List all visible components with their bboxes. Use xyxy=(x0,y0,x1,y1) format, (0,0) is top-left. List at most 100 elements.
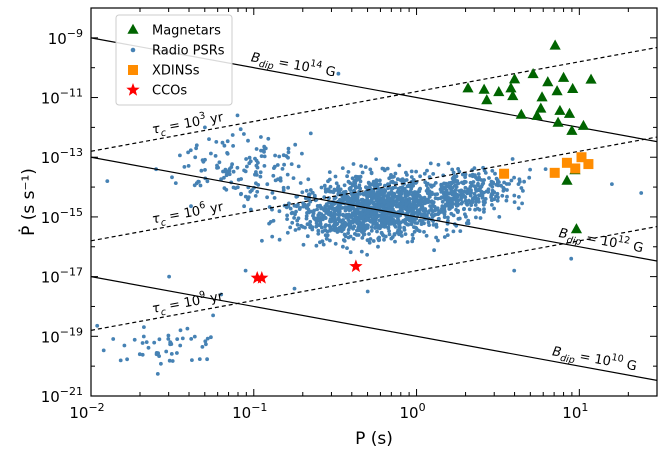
radio-psr-point xyxy=(450,186,455,191)
radio-psr-point xyxy=(379,187,384,192)
radio-psr-point xyxy=(305,234,310,239)
radio-psr-point xyxy=(259,148,263,153)
tick-base: 10 xyxy=(41,328,60,346)
radio-psr-point xyxy=(317,218,322,223)
radio-psr-point xyxy=(490,184,495,189)
radio-psr-point xyxy=(411,183,415,188)
radio-psr-point xyxy=(504,198,509,203)
radio-psr-point xyxy=(360,197,365,202)
radio-psr-point xyxy=(405,184,410,189)
radio-psr-point xyxy=(429,212,434,217)
radio-psr-point xyxy=(358,174,363,179)
radio-psr-point xyxy=(328,189,332,194)
radio-psr-point xyxy=(229,165,234,170)
radio-psr-point xyxy=(289,162,294,167)
radio-psr-point xyxy=(167,358,172,363)
radio-psr-point xyxy=(332,228,337,233)
radio-psr-point xyxy=(417,201,422,206)
radio-psr-point xyxy=(327,170,332,175)
radio-psr-point xyxy=(387,229,391,234)
magnetars-point xyxy=(566,124,578,135)
radio-psr-point xyxy=(382,237,386,242)
radio-psr-point xyxy=(353,213,358,218)
radio-psr-point xyxy=(494,182,499,187)
radio-psr-point xyxy=(405,240,410,244)
radio-psr-point xyxy=(430,209,435,214)
radio-psr-point xyxy=(377,218,382,223)
label-symbol: τ xyxy=(151,122,162,138)
radio-psr-point xyxy=(385,203,390,208)
radio-psr-point xyxy=(306,202,311,207)
radio-psr-point xyxy=(437,216,441,221)
radio-psr-point xyxy=(435,206,440,211)
radio-psr-point xyxy=(178,328,183,333)
radio-psr-point xyxy=(369,228,374,233)
radio-psr-point xyxy=(453,187,458,192)
radio-psr-point xyxy=(360,212,365,217)
radio-psr-point xyxy=(285,230,290,235)
radio-psr-point xyxy=(247,155,252,160)
radio-psr-point xyxy=(324,223,328,228)
radio-psr-point xyxy=(368,200,373,204)
radio-psr-point xyxy=(397,197,402,202)
radio-psr-point xyxy=(353,185,358,190)
radio-psr-point xyxy=(457,216,462,221)
radio-psr-point xyxy=(345,174,349,179)
radio-psr-point xyxy=(166,337,171,341)
radio-psr-point xyxy=(211,313,216,318)
radio-psr-point xyxy=(320,229,325,234)
radio-psr-point xyxy=(276,177,280,182)
radio-psr-point xyxy=(422,171,427,176)
radio-psr-point xyxy=(432,248,436,253)
reference-line-label: Bdip = 1012 G xyxy=(557,223,645,259)
radio-psr-point xyxy=(474,188,479,193)
label-equals: = 10 xyxy=(164,293,202,314)
radio-psr-point xyxy=(231,169,236,174)
radio-psr-point xyxy=(512,200,517,205)
radio-psr-point xyxy=(270,234,275,239)
radio-psr-point xyxy=(425,181,430,186)
radio-psr-point xyxy=(166,333,171,338)
radio-psr-point xyxy=(286,146,291,151)
radio-psr-point xyxy=(410,232,415,237)
radio-psr-point xyxy=(493,171,497,176)
radio-psr-point xyxy=(496,195,500,200)
radio-psr-point xyxy=(221,169,225,174)
radio-psr-point xyxy=(295,222,300,227)
radio-psr-point xyxy=(287,201,291,206)
radio-psr-point xyxy=(467,207,472,212)
radio-psr-point xyxy=(185,326,190,331)
radio-psr-point xyxy=(367,240,372,245)
radio-psr-point xyxy=(404,202,409,207)
y-tick-label: 10−15 xyxy=(41,206,83,227)
tick-base: 10 xyxy=(48,30,67,48)
radio-psr-point xyxy=(410,239,415,244)
radio-psr-point xyxy=(440,185,445,189)
radio-psr-point xyxy=(394,195,399,200)
radio-psr-point xyxy=(432,204,437,209)
radio-psr-point xyxy=(189,204,193,209)
radio-psr-point xyxy=(353,232,357,236)
radio-psr-point xyxy=(433,192,437,197)
radio-psr-point xyxy=(482,178,486,182)
radio-psr-point xyxy=(403,218,407,223)
radio-psr-point xyxy=(214,140,219,144)
radio-psr-point xyxy=(446,215,450,220)
radio-psr-point xyxy=(175,351,179,355)
label-equals: = 10 xyxy=(581,230,619,251)
radio-psr-point xyxy=(357,191,362,196)
radio-psr-point xyxy=(361,222,365,226)
radio-psr-point xyxy=(222,186,227,191)
radio-psr-point xyxy=(244,157,249,161)
radio-psr-point xyxy=(209,335,213,340)
radio-psr-point xyxy=(207,137,211,142)
radio-psr-point xyxy=(543,167,548,172)
magnetars-point xyxy=(542,76,554,87)
radio-psr-point xyxy=(272,196,277,200)
radio-psr-point xyxy=(468,193,473,198)
radio-psr-point xyxy=(410,209,414,213)
radio-psr-point xyxy=(175,337,180,341)
xdinss-point xyxy=(576,152,587,163)
radio-psr-point xyxy=(348,188,353,192)
radio-psr-point xyxy=(415,208,420,213)
